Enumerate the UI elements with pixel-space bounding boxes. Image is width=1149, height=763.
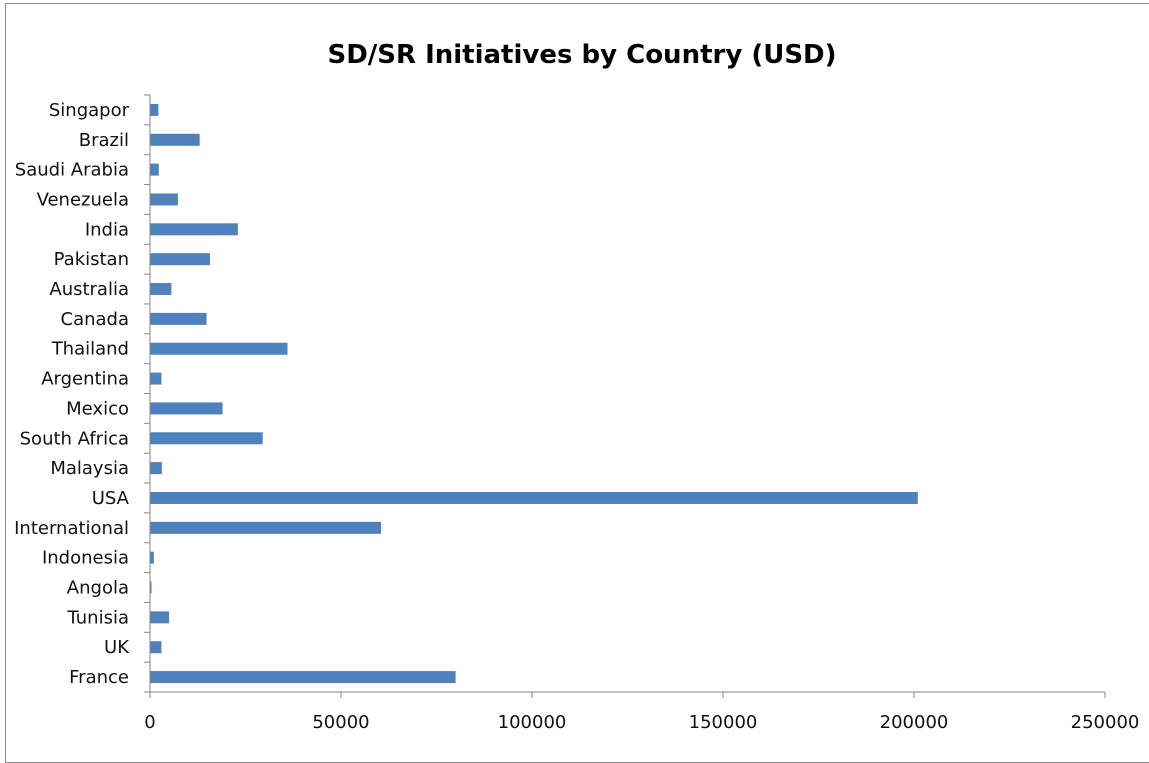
y-tick-label-singapor: Singapor: [49, 100, 130, 121]
bar-tunisia: [150, 611, 170, 624]
x-tick-labels: 0 50000 100000 150000 200000 250000: [144, 712, 1139, 733]
bar-france: [150, 671, 456, 684]
chart-frame: [5, 3, 1149, 763]
y-tick-label-canada: Canada: [61, 309, 130, 330]
x-tick-label-150000: 150000: [689, 712, 758, 733]
y-tick-label-uk: UK: [104, 637, 130, 658]
y-tick-label-saudi-arabia: Saudi Arabia: [15, 160, 129, 181]
bar-south-africa: [150, 432, 263, 445]
bar-indonesia: [150, 551, 154, 564]
bar-thailand: [150, 342, 288, 355]
bar-singapor: [150, 103, 159, 116]
y-tick-label-india: India: [85, 219, 129, 240]
bar-australia: [150, 283, 172, 296]
axes-group: [144, 94, 1106, 698]
bar-chart: SD/SR Initiatives by Country (USD) Singa…: [14, 40, 1139, 733]
chart-title: SD/SR Initiatives by Country (USD): [327, 40, 836, 70]
y-tick-label-brazil: Brazil: [79, 130, 129, 151]
bars-group: [150, 103, 918, 684]
bar-usa: [150, 491, 918, 504]
bar-international: [150, 521, 382, 534]
y-tick-label-tunisia: Tunisia: [67, 607, 130, 628]
y-tick-label-indonesia: Indonesia: [42, 548, 129, 569]
y-tick-label-international: International: [14, 518, 129, 539]
bar-mexico: [150, 402, 223, 415]
bar-canada: [150, 312, 207, 325]
y-tick-label-usa: USA: [92, 488, 130, 509]
bar-argentina: [150, 372, 162, 385]
bar-venezuela: [150, 193, 178, 206]
y-tick-label-france: France: [69, 667, 129, 688]
x-tick-label-100000: 100000: [498, 712, 567, 733]
y-tick-label-mexico: Mexico: [66, 398, 129, 419]
bar-saudi-arabia: [150, 163, 159, 176]
y-tick-label-south-africa: South Africa: [20, 428, 129, 449]
x-tick-label-200000: 200000: [880, 712, 949, 733]
y-tick-label-australia: Australia: [49, 279, 129, 300]
bar-brazil: [150, 133, 200, 146]
bar-uk: [150, 641, 162, 654]
y-tick-label-argentina: Argentina: [41, 369, 129, 390]
y-tick-label-angola: Angola: [67, 578, 129, 599]
bar-pakistan: [150, 253, 210, 266]
bar-angola: [150, 581, 152, 594]
bar-india: [150, 223, 238, 236]
y-tick-label-thailand: Thailand: [51, 339, 129, 360]
y-tick-label-malaysia: Malaysia: [50, 458, 129, 479]
bar-malaysia: [150, 462, 162, 475]
x-tick-label-250000: 250000: [1071, 712, 1140, 733]
y-tick-labels: Singapor Brazil Saudi Arabia Venezuela India…: [14, 100, 130, 688]
x-tick-label-0: 0: [144, 712, 155, 733]
x-tick-label-50000: 50000: [312, 712, 369, 733]
y-tick-label-pakistan: Pakistan: [54, 249, 129, 270]
y-tick-label-venezuela: Venezuela: [37, 189, 129, 210]
